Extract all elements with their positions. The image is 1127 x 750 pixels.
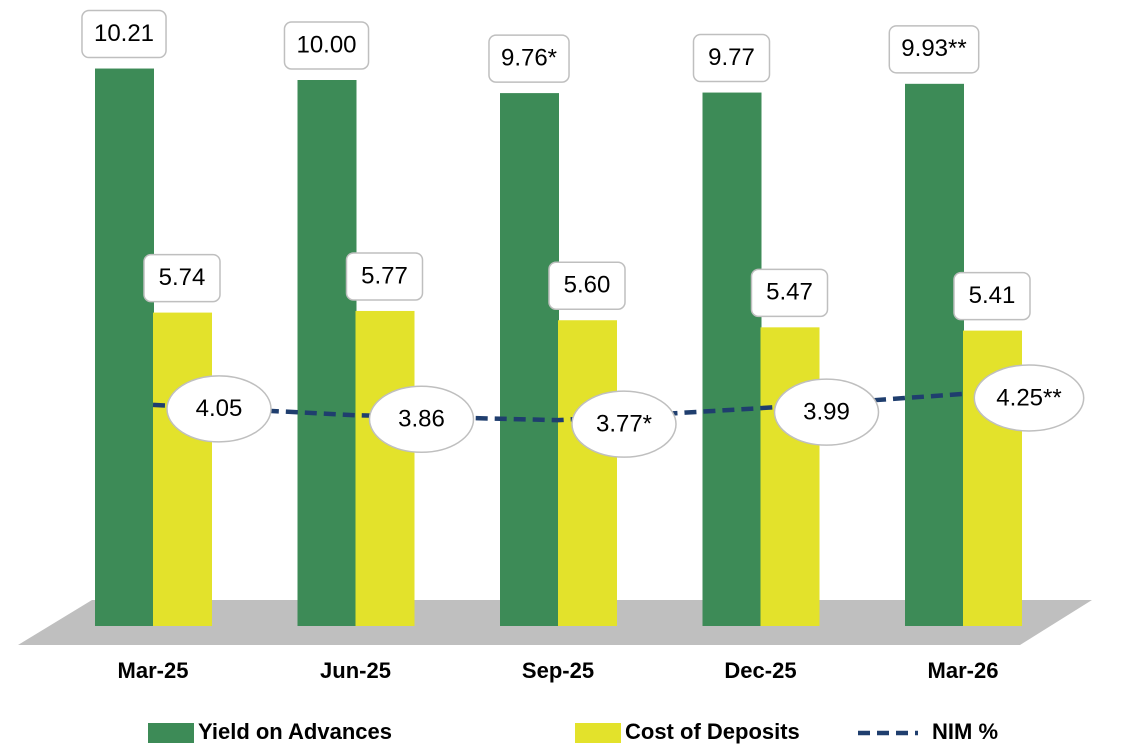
data-label-bubble [773, 378, 880, 446]
data-label: 5.41 [969, 282, 1016, 309]
bar [153, 312, 212, 626]
data-label-box [488, 34, 570, 83]
legend-swatch [575, 723, 621, 743]
x-tick-label: Sep-25 [522, 658, 594, 683]
data-label: 10.00 [296, 31, 356, 58]
data-label: 3.86 [398, 406, 445, 433]
data-label-bubble [166, 375, 272, 443]
data-label: 5.77 [361, 262, 408, 289]
data-label-box [81, 9, 167, 59]
data-label: 3.77* [596, 411, 652, 438]
data-label: 5.74 [159, 264, 206, 291]
bar [558, 320, 617, 626]
bar [760, 327, 820, 626]
data-label: 9.77 [708, 44, 755, 71]
data-label-box [953, 271, 1031, 321]
data-label-bubble [368, 385, 475, 453]
data-label: 10.21 [94, 20, 154, 47]
bar [297, 80, 357, 626]
data-label: 9.93** [901, 35, 966, 62]
legend-swatch [148, 723, 194, 743]
x-tick-label: Jun-25 [320, 658, 391, 683]
data-label-bubble [571, 390, 677, 458]
x-tick-label: Mar-26 [928, 658, 999, 683]
legend-label: NIM % [932, 719, 998, 744]
legend: Yield on Advances Cost of Deposits NIM % [148, 719, 998, 744]
data-label-box [750, 268, 829, 318]
data-label-box [283, 21, 370, 70]
data-label: 3.99 [803, 398, 850, 425]
data-label: 4.05 [196, 395, 243, 422]
bars [95, 68, 1022, 627]
data-label: 5.47 [766, 279, 813, 306]
bar [95, 68, 154, 626]
data-label-box [143, 253, 221, 303]
x-tick-label: Mar-25 [118, 658, 189, 683]
data-label-bubble [973, 364, 1085, 432]
data-label-box [548, 261, 626, 310]
labels: Mar-25 Jun-25 Sep-25 Dec-25 Mar-26 10.21 10.00… [81, 9, 1085, 683]
legend-label: Yield on Advances [198, 719, 392, 744]
bar [905, 83, 964, 626]
bar [355, 310, 415, 626]
data-label: 9.76* [501, 44, 557, 71]
data-label: 4.25** [996, 384, 1061, 411]
data-label: 5.60 [564, 272, 611, 299]
data-label-box [888, 25, 980, 74]
legend-label: Cost of Deposits [625, 719, 800, 744]
data-label-box [345, 252, 424, 301]
bar [500, 93, 559, 626]
x-tick-label: Dec-25 [724, 658, 796, 683]
data-label-box [692, 33, 771, 83]
bar [702, 92, 762, 627]
